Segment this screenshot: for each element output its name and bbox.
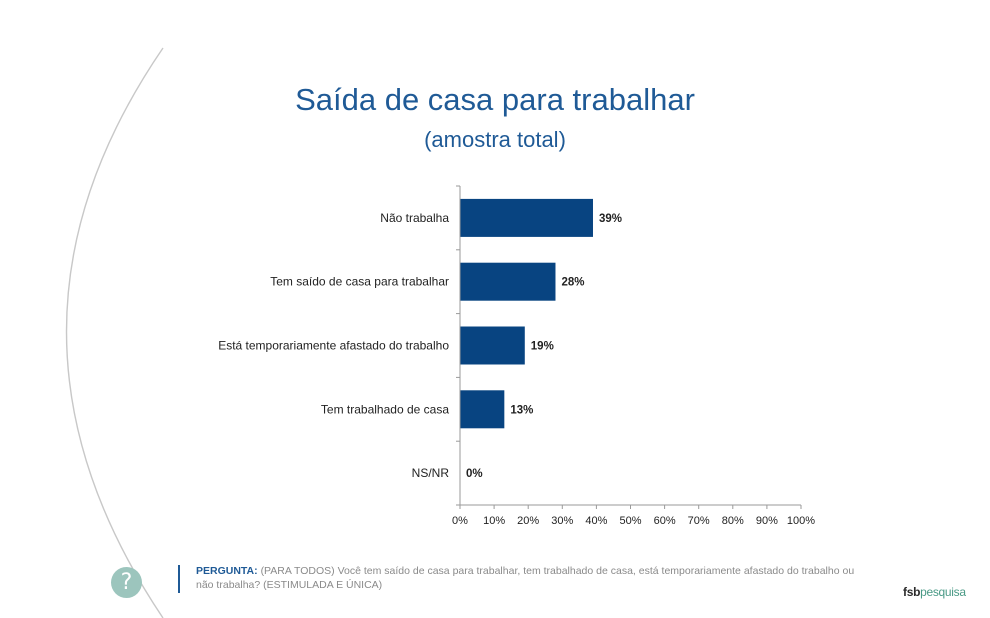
x-tick-label: 90% [756,515,778,527]
value-label: 13% [510,404,533,416]
value-label: 28% [561,277,584,289]
bar [460,262,556,301]
x-tick-label: 40% [585,515,607,527]
value-label: 39% [599,213,622,225]
category-label: Não trabalha [380,211,449,225]
question-text: PERGUNTA: (PARA TODOS) Você tem saído de… [196,564,856,592]
category-label: Tem saído de casa para trabalhar [270,275,449,289]
value-label: 0% [466,468,483,480]
category-label: Está temporariamente afastado do trabalh… [218,339,449,353]
x-tick-label: 30% [551,515,573,527]
x-tick-label: 60% [654,515,676,527]
axes-layer: Não trabalha 39% Tem saído de casa para tr… [218,185,815,527]
question-body: (PARA TODOS) Você tem saído de casa para… [196,565,855,591]
chart-subtitle: (amostra total) [424,127,566,152]
x-tick-label: 70% [688,515,710,527]
logo-pesquisa: pesquisa [920,585,966,599]
question-mark-icon: ? [111,567,142,598]
bars-layer [460,198,593,429]
bar [460,390,505,429]
bar [460,198,593,237]
footer-divider [178,565,180,593]
x-tick-label: 10% [483,515,505,527]
x-tick-label: 50% [619,515,641,527]
category-label: Tem trabalhado de casa [321,402,449,416]
chart-title: Saída de casa para trabalhar [295,82,695,117]
logo-fsb: fsb [903,585,921,599]
x-tick-label: 80% [722,515,744,527]
x-tick-label: 100% [787,515,815,527]
x-tick-label: 0% [452,515,468,527]
fsb-pesquisa-logo: fsbpesquisa [903,585,966,599]
bar [460,326,525,365]
category-label: NS/NR [412,466,450,480]
x-tick-label: 20% [517,515,539,527]
question-label: PERGUNTA: [196,565,258,577]
value-label: 19% [531,341,554,353]
